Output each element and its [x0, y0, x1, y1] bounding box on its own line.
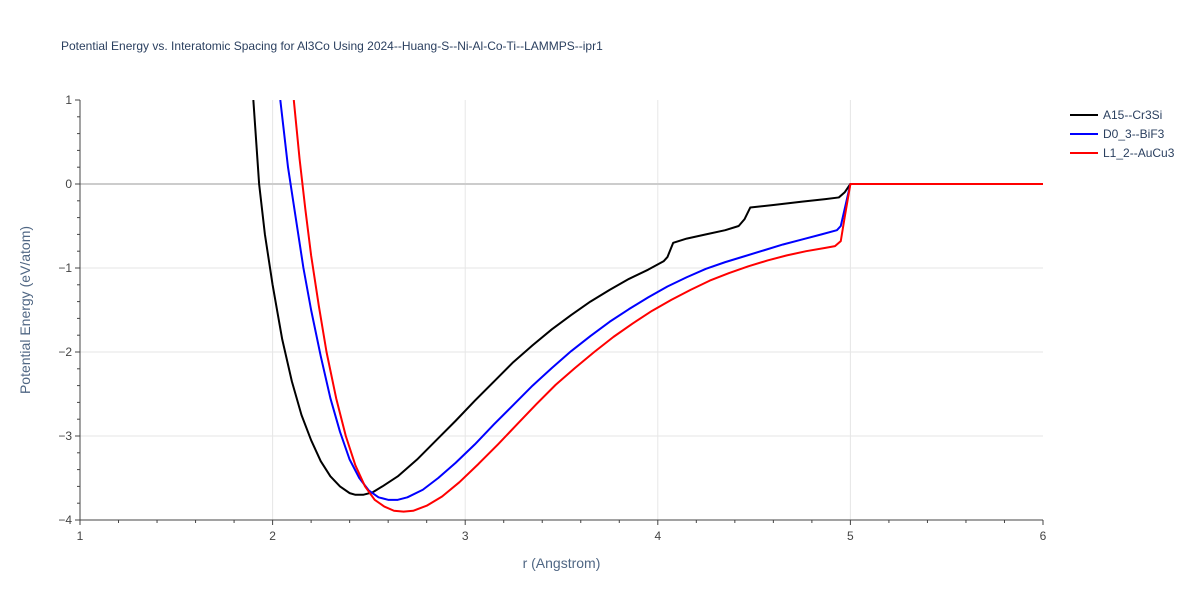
legend-label: A15--Cr3Si	[1103, 108, 1162, 122]
legend-label: D0_3--BiF3	[1103, 127, 1165, 141]
x-tick-label: 1	[77, 529, 84, 543]
y-tick-label: −1	[58, 261, 72, 275]
axes	[75, 99, 1044, 525]
legend-label: L1_2--AuCu3	[1103, 146, 1175, 160]
y-tick-label: 0	[65, 177, 72, 191]
y-tick-label: 1	[65, 93, 72, 107]
y-axis-title: Potential Energy (eV/atom)	[17, 226, 33, 394]
y-tick-label: −3	[58, 429, 72, 443]
x-tick-label: 3	[462, 529, 469, 543]
series-line-2	[279, 100, 1043, 501]
series-lines	[252, 100, 1043, 513]
tick-labels: 1 2 3 4 5 6 −4 −3 −2 −1 0 1	[58, 93, 1046, 543]
series-line-1	[252, 100, 1043, 496]
x-tick-label: 4	[654, 529, 661, 543]
x-tick-label: 5	[847, 529, 854, 543]
x-tick-label: 2	[269, 529, 276, 543]
x-tick-label: 6	[1040, 529, 1047, 543]
y-tick-label: −2	[58, 345, 72, 359]
series-line-3	[292, 100, 1043, 513]
y-tick-label: −4	[58, 513, 72, 527]
chart-title: Potential Energy vs. Interatomic Spacing…	[61, 39, 603, 53]
legend[interactable]: A15--Cr3Si D0_3--BiF3 L1_2--AuCu3	[1070, 108, 1175, 160]
x-axis-title: r (Angstrom)	[523, 555, 601, 571]
grid	[80, 100, 1043, 520]
